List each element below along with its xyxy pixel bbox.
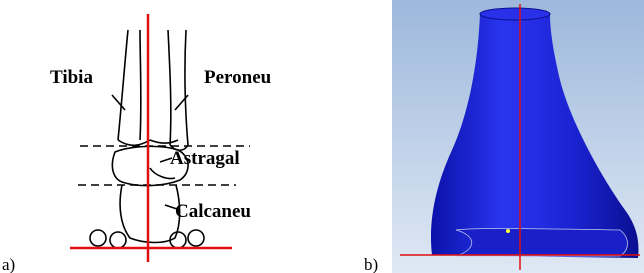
shape-top — [480, 8, 550, 20]
annotation: Calcaneu — [175, 201, 251, 222]
annotation: Tibia — [50, 67, 93, 88]
shape-base — [456, 229, 628, 257]
annotation: Astragal — [170, 148, 240, 169]
annotation: Peroneu — [204, 67, 272, 88]
panel-label: a) — [2, 255, 15, 273]
figure: Tibia Peroneu Astragal Calcaneu a) b) — [0, 0, 644, 273]
panel-a: Tibia Peroneu Astragal Calcaneu a) — [2, 14, 272, 273]
marker-point — [506, 229, 510, 233]
panel-label: b) — [364, 255, 378, 273]
panel-b: b) — [364, 0, 644, 273]
